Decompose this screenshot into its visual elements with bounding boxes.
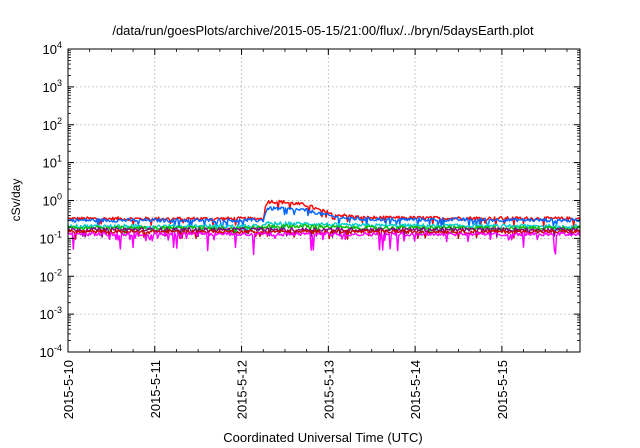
y-tick-label: 104 (43, 40, 62, 57)
x-tick-label: 2015-5-15 (495, 360, 510, 419)
x-tick-label: 2015-5-11 (148, 360, 163, 418)
series-line (67, 227, 581, 238)
y-tick-label: 10-1 (40, 229, 62, 246)
x-tick-label: 2015-5-13 (321, 360, 336, 419)
y-tick-label: 103 (43, 78, 62, 95)
y-tick-label: 10-2 (40, 267, 62, 284)
series-layer (67, 199, 581, 256)
series-line (67, 231, 581, 256)
chart-title: /data/run/goesPlots/archive/2015-05-15/2… (112, 23, 534, 38)
y-tick-label: 100 (43, 192, 62, 209)
series-line (67, 220, 581, 235)
y-tick-label: 101 (43, 154, 62, 171)
x-tick-label: 2015-5-14 (408, 360, 423, 419)
x-tick-label: 2015-5-10 (61, 360, 76, 419)
y-tick-labels: 10-4 10-3 10-2 10-1 100 101 102 103 104 (40, 40, 62, 360)
x-axis-label: Coordinated Universal Time (UTC) (223, 430, 422, 445)
y-axis-label: cSv/day (9, 179, 23, 222)
axis-ticks (67, 48, 580, 353)
x-tick-labels: 2015-5-10 2015-5-11 2015-5-12 2015-5-13 2015… (61, 360, 510, 419)
y-tick-label: 10-3 (40, 305, 62, 322)
x-tick-label: 2015-5-12 (235, 360, 250, 419)
y-tick-label: 10-4 (40, 343, 62, 360)
y-tick-label: 102 (43, 116, 62, 133)
series-line (67, 205, 581, 229)
